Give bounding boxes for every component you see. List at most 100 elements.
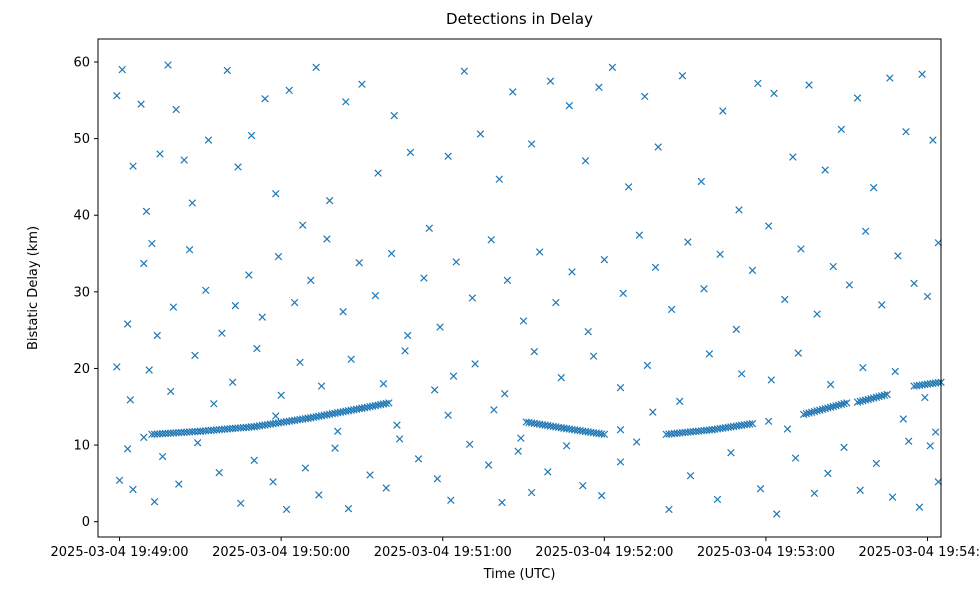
data-point-125	[471, 360, 479, 368]
data-point-80	[487, 236, 495, 244]
data-point-121	[379, 380, 388, 388]
data-point-32	[527, 140, 536, 148]
data-point-327	[600, 430, 609, 439]
y-tick-label-3: 30	[73, 285, 90, 300]
data-point-362	[799, 410, 808, 419]
data-point-126	[500, 390, 509, 398]
data-point-382	[861, 396, 870, 404]
data-point-72	[355, 258, 363, 267]
data-point-15	[261, 95, 269, 103]
data-point-60	[169, 303, 178, 311]
data-point-18	[298, 221, 307, 229]
data-point-92	[684, 238, 692, 246]
data-point-124	[449, 372, 458, 380]
data-point-296	[385, 399, 393, 407]
data-point-114	[210, 399, 218, 408]
data-point-195	[444, 411, 452, 419]
data-point-150	[237, 499, 245, 508]
data-point-178	[727, 448, 735, 457]
data-point-30	[495, 175, 504, 183]
y-tick-label-1: 10	[73, 439, 90, 454]
data-point-379	[853, 398, 862, 406]
data-point-127	[530, 347, 539, 356]
data-point-90	[651, 263, 660, 272]
data-point-133	[705, 350, 714, 358]
data-point-157	[344, 504, 353, 513]
data-point-384	[867, 394, 875, 403]
chart-title: Detections in Delay	[446, 10, 593, 28]
data-point-99	[797, 245, 805, 253]
data-point-26	[425, 224, 433, 232]
y-tick-label-0: 0	[82, 515, 90, 530]
data-point-82	[519, 317, 528, 325]
data-point-158	[366, 471, 374, 479]
data-point-129	[589, 352, 598, 360]
data-point-6	[156, 150, 164, 158]
data-point-63	[218, 329, 226, 337]
data-point-135	[767, 376, 776, 384]
data-point-189	[915, 503, 924, 511]
data-point-57	[123, 320, 132, 328]
data-point-75	[404, 331, 412, 340]
data-point-81	[503, 276, 512, 285]
y-tick-label-6: 60	[73, 55, 90, 70]
data-point-172	[597, 491, 606, 500]
data-point-385	[869, 394, 878, 402]
data-point-165	[484, 461, 493, 469]
data-point-69	[307, 276, 315, 285]
data-point-104	[878, 301, 886, 309]
data-point-383	[864, 395, 873, 404]
data-point-2	[129, 162, 137, 170]
data-point-184	[840, 443, 848, 452]
data-point-377	[840, 399, 848, 408]
data-point-365	[807, 408, 816, 416]
data-point-23	[374, 169, 382, 177]
data-point-14	[247, 131, 256, 140]
data-point-65	[245, 271, 253, 279]
data-point-161	[414, 455, 423, 463]
data-point-130	[616, 383, 625, 392]
data-point-110	[126, 396, 135, 404]
data-point-180	[772, 510, 781, 518]
x-tick-label-2: 2025-03-04 19:51:00	[374, 545, 512, 560]
data-point-140	[921, 393, 929, 402]
data-point-83	[535, 248, 544, 256]
data-point-128	[557, 373, 565, 382]
data-point-35	[581, 157, 590, 165]
data-point-373	[829, 402, 837, 411]
data-point-55	[918, 70, 926, 78]
data-point-136	[794, 349, 802, 357]
data-point-31	[509, 88, 517, 96]
data-point-7	[164, 61, 172, 69]
y-axis-label: Bistatic Delay (km)	[26, 226, 41, 350]
data-point-193	[333, 427, 342, 435]
data-point-360	[746, 420, 754, 428]
data-point-197	[517, 434, 525, 442]
data-point-50	[837, 125, 846, 134]
data-point-21	[342, 98, 350, 106]
data-point-74	[387, 249, 396, 258]
data-point-147	[175, 480, 183, 488]
data-point-201	[783, 425, 792, 433]
data-point-186	[872, 459, 881, 468]
data-point-25	[406, 148, 415, 157]
data-point-42	[697, 177, 706, 186]
data-point-187	[888, 493, 897, 501]
data-point-120	[347, 355, 355, 363]
x-tick-label-0: 2025-03-04 19:49:00	[51, 545, 189, 560]
data-point-105	[894, 252, 902, 260]
data-point-107	[923, 292, 932, 301]
data-point-54	[902, 127, 910, 136]
data-point-374	[832, 402, 840, 410]
data-point-378	[843, 399, 851, 407]
data-point-40	[654, 143, 662, 151]
data-point-175	[665, 505, 673, 514]
data-point-73	[371, 291, 380, 300]
data-point-9	[180, 156, 188, 164]
y-tick-label-5: 50	[73, 132, 90, 147]
data-point-131	[643, 361, 652, 370]
data-point-93	[700, 285, 708, 293]
data-point-181	[791, 454, 800, 462]
